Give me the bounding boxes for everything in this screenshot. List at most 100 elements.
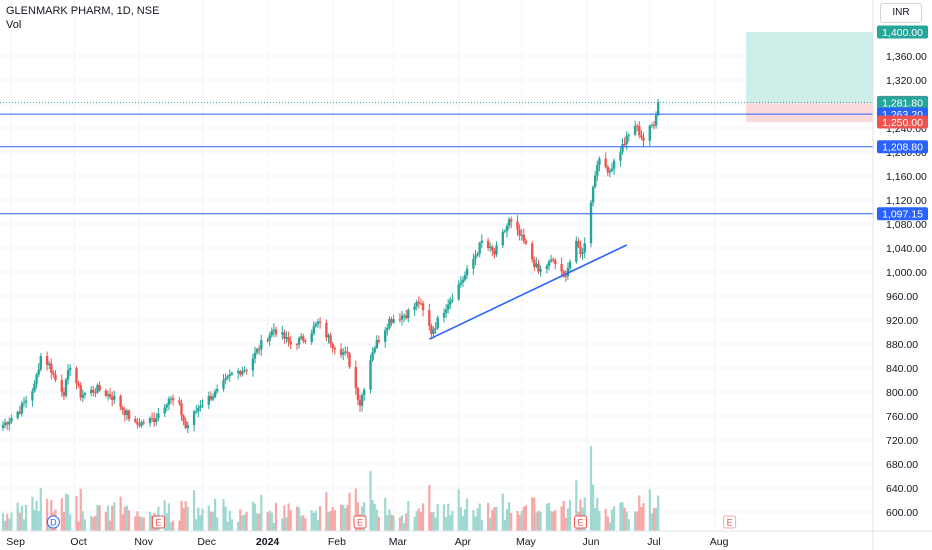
candle-body bbox=[207, 395, 210, 405]
candle-body bbox=[648, 125, 651, 141]
candle-body bbox=[564, 276, 567, 278]
volume-bar bbox=[268, 510, 271, 531]
volume-bar bbox=[377, 516, 380, 531]
candle-body bbox=[447, 304, 450, 310]
volume-bar bbox=[539, 511, 542, 531]
volume-bar bbox=[302, 515, 305, 531]
volume-bar bbox=[182, 507, 185, 531]
volume-bar bbox=[298, 507, 301, 531]
candle-body bbox=[510, 219, 513, 222]
candle-body bbox=[356, 388, 360, 400]
currency-button[interactable]: INR bbox=[880, 3, 922, 23]
dividend-marker[interactable]: D bbox=[46, 515, 60, 529]
volume-bar bbox=[493, 507, 496, 531]
volume-bar bbox=[583, 497, 586, 531]
volume-bar bbox=[392, 515, 395, 531]
candle-body bbox=[39, 356, 42, 370]
candle-body bbox=[66, 370, 70, 380]
volume-bar bbox=[245, 511, 248, 531]
volume-bar bbox=[266, 512, 269, 531]
badge-box bbox=[877, 140, 928, 154]
candle-body bbox=[140, 422, 143, 426]
candle-body bbox=[54, 374, 57, 381]
candle-body bbox=[465, 268, 469, 275]
volume-bar bbox=[6, 513, 9, 531]
volume-bar bbox=[442, 504, 446, 531]
y-tick-label: 1,120.00 bbox=[886, 195, 927, 207]
candle-body bbox=[390, 318, 393, 323]
volume-bar bbox=[142, 517, 145, 531]
volume-bar bbox=[16, 502, 19, 531]
x-tick-label: Oct bbox=[70, 536, 86, 548]
candle-body bbox=[37, 369, 40, 375]
volume-bar bbox=[384, 497, 387, 531]
earnings-marker[interactable]: E bbox=[723, 515, 737, 529]
volume-bar bbox=[239, 509, 242, 531]
volume-bar bbox=[222, 499, 225, 531]
candle-body bbox=[402, 315, 406, 317]
candle-body bbox=[652, 125, 656, 127]
target-zone bbox=[746, 32, 873, 103]
earnings-marker[interactable]: E bbox=[151, 515, 165, 529]
candle-body bbox=[650, 125, 654, 127]
volume-bar bbox=[451, 510, 454, 531]
candle-body bbox=[272, 329, 276, 331]
volume-bar bbox=[75, 495, 78, 531]
volume-bar bbox=[480, 519, 483, 531]
volume-bar bbox=[472, 509, 475, 531]
candle-body bbox=[213, 391, 217, 397]
volume-bar bbox=[33, 509, 36, 531]
volume-bar bbox=[4, 520, 7, 531]
candle-body bbox=[457, 284, 460, 300]
candle-body bbox=[640, 135, 643, 138]
volume-bar bbox=[417, 508, 420, 531]
volume-bar bbox=[560, 506, 563, 531]
volume-bar bbox=[209, 511, 212, 531]
volume-bar bbox=[300, 515, 303, 531]
candle-body bbox=[45, 356, 49, 365]
x-tick-label: Feb bbox=[328, 536, 346, 548]
volume-bar bbox=[575, 480, 578, 531]
badge-label: 1,097.15 bbox=[882, 209, 923, 221]
candle-body bbox=[360, 395, 364, 406]
volume-bar bbox=[22, 519, 26, 531]
volume-bar bbox=[463, 509, 467, 531]
earnings-marker[interactable]: E bbox=[353, 515, 367, 529]
candle-body bbox=[442, 313, 446, 318]
volume-bar bbox=[531, 497, 534, 531]
candle-body bbox=[197, 407, 200, 412]
volume-bar bbox=[312, 513, 315, 531]
candle-body bbox=[638, 125, 641, 136]
candle-body bbox=[209, 395, 213, 400]
candle-body bbox=[182, 415, 185, 422]
volume-bar bbox=[476, 508, 479, 531]
candle-body bbox=[113, 395, 116, 400]
volume-bar bbox=[613, 506, 616, 531]
earnings-marker[interactable]: E bbox=[574, 515, 587, 529]
volume-bar bbox=[310, 510, 313, 531]
symbol-title[interactable]: GLENMARK PHARM, 1D, NSE bbox=[6, 5, 160, 17]
candle-body bbox=[260, 340, 263, 350]
candle-body bbox=[531, 243, 534, 260]
volume-bar bbox=[652, 508, 656, 531]
candle-body bbox=[228, 374, 231, 377]
volume-bar bbox=[495, 507, 498, 531]
volume-bar bbox=[524, 505, 527, 531]
trendline bbox=[428, 244, 628, 340]
volume-bar bbox=[31, 496, 34, 531]
marker-badge bbox=[46, 515, 60, 529]
candle-body bbox=[354, 366, 357, 389]
candle-body bbox=[503, 231, 507, 233]
candle-body bbox=[552, 259, 555, 261]
candle-body bbox=[547, 261, 551, 267]
volume-bar bbox=[8, 518, 11, 531]
volume-bar bbox=[178, 520, 181, 531]
candle-body bbox=[331, 343, 334, 348]
marker-label: E bbox=[727, 518, 733, 528]
volume-bar bbox=[619, 502, 622, 531]
volume-bar bbox=[589, 446, 593, 531]
candle-body bbox=[642, 137, 645, 141]
volume-bar bbox=[648, 489, 651, 531]
candle-body bbox=[524, 240, 528, 244]
